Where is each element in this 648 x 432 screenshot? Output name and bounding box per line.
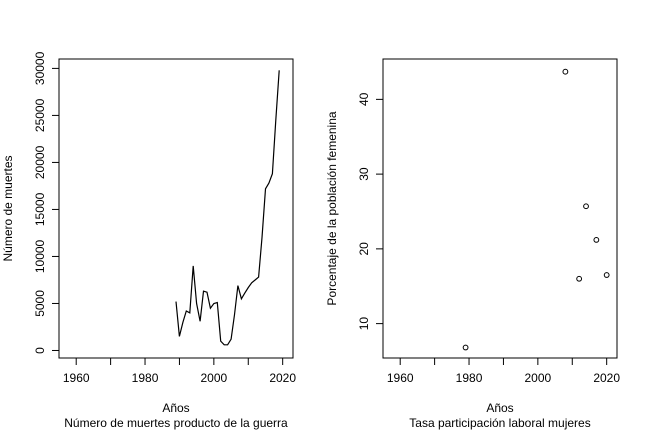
y-tick-label: 20000 bbox=[33, 145, 47, 179]
x-tick-label: 1960 bbox=[63, 371, 90, 385]
y-axis: 10 20 30 40 bbox=[357, 92, 383, 330]
scatter-point bbox=[583, 203, 589, 210]
scatter-point bbox=[576, 275, 583, 282]
chart-subtitle: Tasa participación laboral mujeres bbox=[409, 416, 590, 430]
x-tick-label: 2000 bbox=[201, 371, 228, 385]
deaths-chart: 1960 1980 2000 2020 0 5000 10000 15000 20000 250… bbox=[1, 51, 296, 430]
y-tick-label: 0 bbox=[33, 347, 47, 354]
y-tick-label: 15000 bbox=[33, 192, 47, 226]
x-tick-label: 1960 bbox=[387, 371, 414, 385]
y-tick-label: 40 bbox=[357, 92, 371, 106]
x-axis-label: Años bbox=[486, 401, 513, 415]
y-tick-label: 10000 bbox=[33, 239, 47, 273]
y-axis: 0 5000 10000 15000 20000 25000 30000 bbox=[33, 51, 59, 354]
x-axis: 1960 1980 2000 2020 bbox=[387, 358, 620, 385]
y-tick-label: 30 bbox=[357, 167, 371, 181]
x-axis: 1960 1980 2000 2020 bbox=[63, 358, 296, 385]
x-tick-label: 2020 bbox=[269, 371, 296, 385]
series-line bbox=[175, 70, 280, 346]
series-points bbox=[462, 68, 610, 351]
labor-participation-chart: 1960 1980 2000 2020 10 20 30 40 Años Tasa part… bbox=[325, 58, 620, 430]
y-axis-label: Porcentaje de la población femenina bbox=[325, 111, 339, 305]
y-tick-label: 5000 bbox=[33, 290, 47, 317]
y-tick-label: 25000 bbox=[33, 98, 47, 132]
plot-frame bbox=[58, 58, 294, 359]
scatter-point bbox=[462, 344, 469, 351]
x-tick-label: 2000 bbox=[525, 371, 552, 385]
y-axis-label: Número de muertes bbox=[1, 155, 15, 261]
scatter-point bbox=[593, 236, 600, 243]
plot-frame bbox=[382, 58, 618, 359]
x-tick-label: 1980 bbox=[132, 371, 159, 385]
x-tick-label: 1980 bbox=[456, 371, 483, 385]
y-tick-label: 30000 bbox=[33, 51, 47, 85]
y-tick-label: 20 bbox=[357, 242, 371, 256]
x-tick-label: 2020 bbox=[593, 371, 620, 385]
chart-subtitle: Número de muertes producto de la guerra bbox=[64, 416, 288, 430]
scatter-point bbox=[562, 68, 569, 75]
scatter-point bbox=[603, 272, 610, 278]
x-axis-label: Años bbox=[162, 401, 189, 415]
line-series bbox=[175, 70, 280, 346]
y-tick-label: 10 bbox=[357, 317, 371, 331]
